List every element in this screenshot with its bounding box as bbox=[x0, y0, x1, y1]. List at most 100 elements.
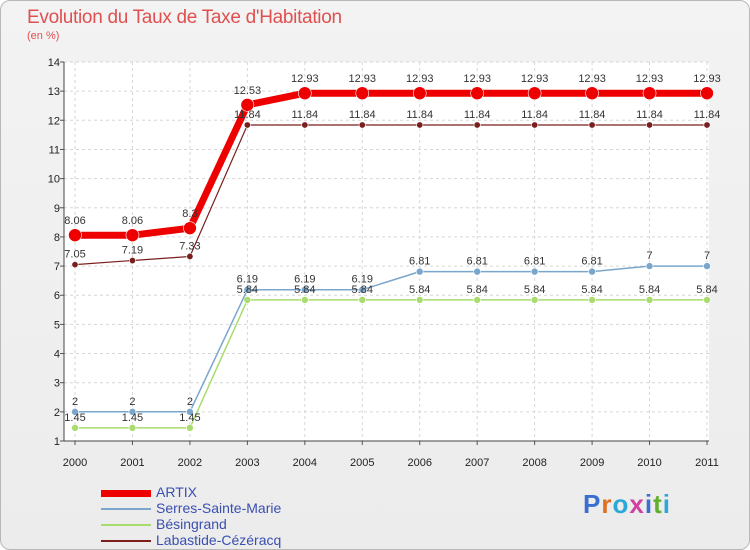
data-point-labastide-cezeracq bbox=[703, 121, 711, 129]
data-point-besingrand bbox=[588, 296, 596, 304]
x-tick-label: 2007 bbox=[465, 457, 489, 469]
series-line-serres-sainte-marie bbox=[75, 265, 707, 413]
data-point-serres-sainte-marie bbox=[415, 267, 424, 276]
data-point-artix bbox=[470, 86, 484, 100]
data-point-artix bbox=[355, 86, 370, 100]
data-point-serres-sainte-marie bbox=[128, 408, 137, 416]
data-label-serres-sainte-marie: 6.19 bbox=[352, 274, 373, 286]
x-tick-label: 2002 bbox=[178, 457, 202, 469]
data-label-besingrand: 5.84 bbox=[524, 284, 545, 296]
data-label-labastide-cezeracq: 7.33 bbox=[179, 240, 200, 252]
y-tick-label: 1 bbox=[54, 436, 60, 448]
data-point-serres-sainte-marie bbox=[71, 408, 79, 416]
legend-item-labastide-cezeracq: Labastide-Cézéracq bbox=[101, 532, 361, 549]
data-label-serres-sainte-marie: 6.81 bbox=[524, 256, 545, 268]
data-label-labastide-cezeracq: 11.84 bbox=[521, 109, 548, 121]
data-point-labastide-cezeracq bbox=[358, 121, 366, 129]
data-label-labastide-cezeracq: 7.05 bbox=[64, 249, 85, 261]
data-label-serres-sainte-marie: 7 bbox=[704, 250, 710, 262]
data-label-serres-sainte-marie: 6.19 bbox=[237, 274, 258, 286]
legend-label: ARTIX bbox=[156, 484, 197, 500]
data-label-labastide-cezeracq: 11.84 bbox=[694, 109, 721, 121]
data-point-labastide-cezeracq bbox=[186, 252, 194, 260]
data-point-labastide-cezeracq bbox=[243, 121, 251, 129]
logo-letter: x bbox=[629, 489, 645, 519]
data-point-besingrand bbox=[645, 296, 654, 304]
data-point-labastide-cezeracq bbox=[646, 121, 654, 129]
data-point-besingrand bbox=[301, 296, 309, 304]
data-point-artix bbox=[585, 86, 599, 100]
data-point-besingrand bbox=[473, 296, 481, 304]
series-line-artix bbox=[75, 89, 707, 239]
data-point-labastide-cezeracq bbox=[71, 261, 79, 269]
logo-letter: i bbox=[644, 489, 654, 519]
data-point-besingrand bbox=[128, 424, 137, 432]
data-point-besingrand bbox=[703, 296, 711, 304]
data-label-labastide-cezeracq: 11.84 bbox=[579, 109, 606, 121]
data-label-serres-sainte-marie: 2 bbox=[72, 396, 78, 408]
data-label-artix: 12.53 bbox=[234, 85, 262, 97]
data-point-artix bbox=[412, 86, 427, 100]
data-label-artix: 12.93 bbox=[406, 73, 434, 85]
data-label-serres-sainte-marie: 7 bbox=[646, 250, 652, 262]
data-point-serres-sainte-marie bbox=[243, 285, 252, 294]
data-point-serres-sainte-marie bbox=[645, 262, 654, 270]
legend-swatch bbox=[101, 524, 151, 526]
legend-label: Serres-Sainte-Marie bbox=[156, 500, 282, 516]
data-point-labastide-cezeracq bbox=[531, 121, 539, 129]
data-label-artix: 8.3 bbox=[182, 208, 197, 220]
y-tick-label: 2 bbox=[54, 407, 60, 419]
data-label-serres-sainte-marie: 2 bbox=[187, 396, 193, 408]
data-point-besingrand bbox=[243, 296, 252, 304]
data-label-besingrand: 5.84 bbox=[294, 284, 315, 296]
data-label-besingrand: 5.84 bbox=[466, 284, 487, 296]
series-line-besingrand bbox=[75, 299, 707, 429]
y-tick-label: 12 bbox=[48, 115, 60, 127]
data-point-artix bbox=[700, 86, 714, 100]
y-tick-label: 7 bbox=[54, 261, 60, 273]
y-tick-label: 13 bbox=[48, 86, 60, 98]
x-tick-label: 2009 bbox=[580, 457, 604, 469]
y-tick-label: 3 bbox=[54, 378, 60, 390]
data-point-serres-sainte-marie bbox=[703, 262, 711, 270]
data-point-artix bbox=[527, 86, 542, 100]
data-label-besingrand: 5.84 bbox=[639, 284, 660, 296]
data-label-labastide-cezeracq: 11.84 bbox=[291, 109, 318, 121]
data-label-besingrand: 1.45 bbox=[122, 412, 143, 424]
logo-letter: o bbox=[612, 489, 630, 519]
y-tick-label: 5 bbox=[54, 319, 60, 331]
y-tick-label: 14 bbox=[48, 57, 60, 69]
legend-item-besingrand: Bésingrand bbox=[101, 516, 361, 533]
data-label-besingrand: 5.84 bbox=[352, 284, 373, 296]
data-label-artix: 12.93 bbox=[463, 73, 491, 85]
data-label-serres-sainte-marie: 6.19 bbox=[294, 274, 315, 286]
x-tick-label: 2010 bbox=[637, 457, 661, 469]
data-point-artix bbox=[68, 228, 82, 242]
data-label-labastide-cezeracq: 11.84 bbox=[349, 109, 376, 121]
x-tick-label: 2005 bbox=[350, 457, 374, 469]
logo-letter: i bbox=[662, 489, 671, 519]
x-tick-label: 2004 bbox=[293, 457, 317, 469]
data-label-labastide-cezeracq: 11.84 bbox=[464, 109, 491, 121]
data-label-serres-sainte-marie: 2 bbox=[129, 396, 135, 408]
data-point-artix bbox=[642, 86, 657, 100]
y-tick-label: 6 bbox=[54, 290, 60, 302]
data-label-besingrand: 5.84 bbox=[696, 284, 717, 296]
chart-title: Evolution du Taux de Taxe d'Habitation bbox=[27, 7, 342, 28]
data-point-labastide-cezeracq bbox=[473, 121, 481, 129]
data-label-artix: 12.93 bbox=[578, 73, 606, 85]
data-point-artix bbox=[183, 221, 197, 235]
legend-item-serres-sainte-marie: Serres-Sainte-Marie bbox=[101, 500, 361, 517]
data-point-serres-sainte-marie bbox=[186, 408, 194, 416]
legend-swatch bbox=[101, 540, 151, 542]
data-point-serres-sainte-marie bbox=[530, 267, 539, 276]
chart-subtitle: (en %) bbox=[27, 30, 60, 42]
data-label-artix: 12.93 bbox=[636, 73, 664, 85]
data-point-besingrand bbox=[415, 296, 424, 304]
data-label-artix: 12.93 bbox=[349, 73, 377, 85]
data-label-artix: 12.93 bbox=[521, 73, 549, 85]
data-label-serres-sainte-marie: 6.81 bbox=[409, 256, 430, 268]
x-tick-label: 2006 bbox=[407, 457, 431, 469]
x-tick-label: 2008 bbox=[522, 457, 546, 469]
